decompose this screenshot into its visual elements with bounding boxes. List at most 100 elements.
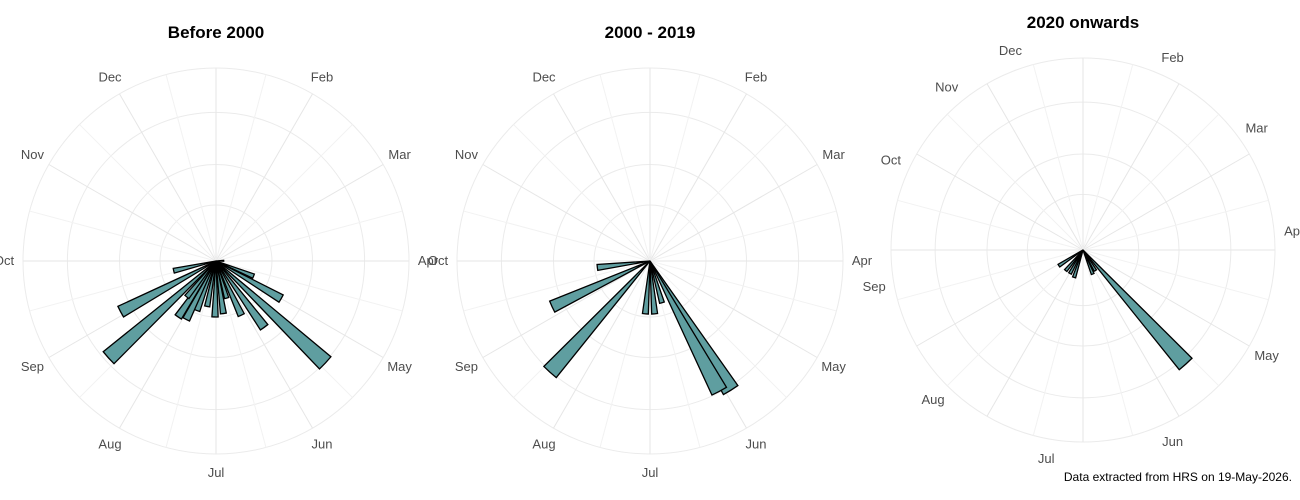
month-label-dec: Dec — [532, 69, 556, 84]
bar-16 — [117, 260, 217, 318]
grid-spoke — [897, 249, 1084, 301]
bar-6 — [542, 260, 651, 379]
month-label-oct: Oct — [881, 152, 902, 167]
grid-spoke — [165, 74, 217, 262]
grid-spoke — [119, 93, 217, 262]
polar-chart-2: Dec Feb Mar Apr May Jun Jul Aug Sep Oct Nov 2000 - … — [428, 23, 873, 480]
bar-5 — [641, 260, 651, 315]
grid-spoke — [1082, 83, 1180, 251]
month-label-jun: Jun — [746, 437, 767, 452]
month-label-jul: Jul — [1038, 451, 1055, 466]
bar-2 — [1082, 249, 1098, 273]
month-label-apr: Apr — [852, 253, 873, 268]
grid-spoke — [649, 260, 787, 398]
month-label-nov: Nov — [935, 80, 959, 95]
grid-spoke — [513, 124, 651, 262]
bar-9 — [211, 260, 219, 318]
grid-spoke — [1082, 199, 1269, 251]
month-label-dec: Dec — [999, 43, 1023, 58]
grid-spoke — [1082, 249, 1180, 417]
grid-spoke — [215, 260, 403, 312]
grid-spoke — [649, 74, 701, 262]
grid-spoke — [1032, 249, 1084, 436]
month-label-may: May — [387, 359, 412, 374]
chart-title: Before 2000 — [168, 23, 264, 42]
month-label-dec: Dec — [98, 69, 122, 84]
grid-spoke — [599, 74, 651, 262]
grid-spoke — [916, 249, 1084, 347]
bar-4 — [215, 260, 332, 370]
grid-spoke — [946, 249, 1084, 387]
bar-1 — [649, 260, 739, 396]
grid-spoke — [215, 124, 353, 262]
month-label-apr: Apr — [1284, 224, 1300, 239]
bar-17 — [172, 260, 217, 274]
month-label-feb: Feb — [1161, 50, 1183, 65]
bar-14 — [183, 260, 217, 300]
bar-4 — [1071, 249, 1084, 279]
grid-spoke — [1082, 153, 1250, 251]
grid-spoke — [649, 93, 747, 262]
bar-6 — [215, 260, 246, 318]
month-label-jul: Jul — [642, 465, 659, 480]
month-label-apr: Apr — [418, 253, 439, 268]
grid-spoke — [649, 164, 818, 262]
grid-spoke — [599, 260, 651, 448]
grid-spoke — [1082, 113, 1220, 251]
bar-6 — [1063, 249, 1084, 273]
grid-spoke — [649, 260, 837, 312]
month-label-oct: Oct — [428, 253, 449, 268]
grid-spoke — [986, 249, 1084, 417]
bar-3 — [649, 260, 666, 305]
month-label-mar: Mar — [822, 147, 845, 162]
grid-spoke — [1032, 64, 1084, 251]
grid-spoke — [649, 124, 787, 262]
month-label-may: May — [821, 359, 846, 374]
grid-spoke — [215, 260, 313, 429]
month-label-jun: Jun — [312, 437, 333, 452]
grid-spoke — [897, 199, 1084, 251]
grid-spoke — [1082, 64, 1134, 251]
grid-spoke — [553, 93, 651, 262]
grid-spoke — [986, 83, 1084, 251]
month-label-feb: Feb — [745, 69, 767, 84]
grid-spoke — [946, 113, 1084, 251]
month-label-aug: Aug — [98, 437, 121, 452]
grid-spoke — [482, 260, 651, 358]
bar-8 — [215, 260, 228, 315]
month-label-sep: Sep — [455, 359, 478, 374]
grid-spoke — [1082, 249, 1269, 301]
bar-10 — [203, 260, 217, 308]
grid-spoke — [463, 260, 651, 312]
month-label-may: May — [1254, 348, 1279, 363]
grid-spoke — [215, 210, 403, 262]
bar-3 — [215, 260, 285, 304]
bar-2 — [649, 260, 728, 396]
data-source-caption: Data extracted from HRS on 19-May-2026. — [1063, 470, 1292, 484]
month-label-mar: Mar — [1245, 120, 1268, 135]
bar-5 — [1067, 249, 1084, 276]
bar-7 — [1057, 249, 1084, 268]
grid-spoke — [649, 260, 818, 358]
month-label-sep: Sep — [863, 279, 886, 294]
month-label-oct: Oct — [0, 253, 14, 268]
month-label-jun: Jun — [1162, 434, 1183, 449]
grid-spoke — [649, 210, 837, 262]
chart-title: 2000 - 2019 — [605, 23, 696, 42]
polar-chart-1: Feb Mar Apr May Jun Jul Aug Sep Oct Nov Dec Before … — [0, 23, 439, 480]
grid-spoke — [916, 153, 1084, 251]
bar-4 — [649, 260, 659, 315]
bar-1 — [215, 259, 225, 262]
grid-spoke — [215, 74, 267, 262]
bar-7 — [215, 260, 230, 300]
bar-7 — [548, 260, 651, 313]
grid-spoke — [29, 210, 217, 262]
bar-15 — [102, 260, 217, 365]
month-label-aug: Aug — [922, 392, 945, 407]
month-label-aug: Aug — [532, 437, 555, 452]
chart-title: 2020 onwards — [1027, 13, 1139, 32]
grid-spoke — [1082, 249, 1250, 347]
polar-chart-3: Dec Feb Mar Apr May Jun Jul Aug Sep Oct Nov 2020 on… — [863, 13, 1300, 466]
grid-spoke — [1082, 249, 1134, 436]
